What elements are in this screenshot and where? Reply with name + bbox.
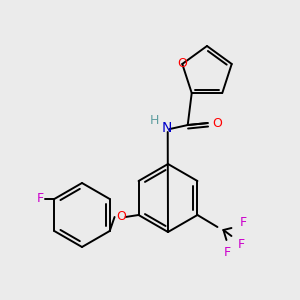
Text: O: O	[117, 211, 127, 224]
Text: H: H	[150, 113, 159, 127]
Text: F: F	[37, 193, 44, 206]
Text: F: F	[224, 245, 231, 259]
Text: N: N	[161, 121, 172, 135]
Text: F: F	[238, 238, 245, 250]
Text: F: F	[240, 215, 247, 229]
Text: O: O	[177, 58, 187, 70]
Text: O: O	[212, 116, 222, 130]
